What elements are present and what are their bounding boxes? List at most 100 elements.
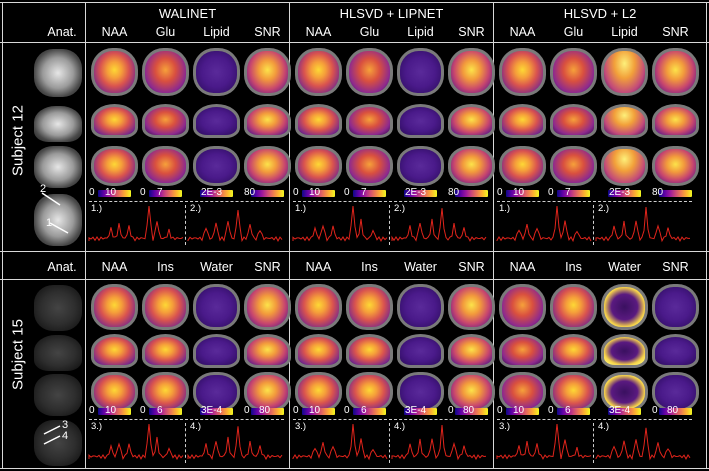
spectrum-label-s15-p1-1: 4.) <box>394 421 406 432</box>
map-s15-p2-c1-r1 <box>550 334 597 368</box>
spectrum-label-s12-p1-1: 2.) <box>394 203 406 214</box>
colorbar-s12-p0-c3 <box>251 190 284 197</box>
metabolite-header-lipid: Lipid <box>203 25 230 39</box>
map-s12-p2-c3-r2 <box>652 146 699 186</box>
map-s12-p1-c0-r2 <box>295 146 342 186</box>
metabolite-header-glu: Glu <box>155 25 176 39</box>
map-s15-p0-c0-r0 <box>91 284 138 330</box>
map-s12-p1-c3-r0 <box>448 48 495 96</box>
spectrum-trace-s15-p1-1 <box>391 425 487 461</box>
map-s12-p2-c2-r1 <box>601 104 648 138</box>
spectrum-trace-s15-p0-0 <box>88 423 184 461</box>
map-s12-p0-c2-r0 <box>193 48 240 96</box>
scale-label-s12-5: 80 <box>652 187 664 198</box>
map-s15-p1-c2-r1 <box>397 334 444 368</box>
map-s15-p0-c0-r1 <box>91 334 138 368</box>
map-s15-p0-c3-r0 <box>244 284 291 330</box>
scale-label-s12-3: 7 <box>157 187 163 198</box>
colorbar-s12-p0-c1 <box>149 190 182 197</box>
spectrum-divider-s12-p2 <box>593 205 594 245</box>
spectrum-label-s15-p1-0: 3.) <box>295 421 307 432</box>
metabolite-header-glu: Glu <box>359 25 380 39</box>
map-s12-p0-c3-r1 <box>244 104 291 138</box>
map-s15-p0-c3-r1 <box>244 334 291 368</box>
spectrum-trace-s12-p2-1 <box>595 207 690 243</box>
scale-label-s12-4: 2E-3 <box>609 187 631 198</box>
anat-header-15: Anat. <box>47 260 77 274</box>
metabolite-header-snr: SNR <box>458 260 485 274</box>
map-s12-p0-c0-r0 <box>91 48 138 96</box>
anat-axial2-12 <box>34 194 82 246</box>
map-s15-p0-c1-r1 <box>142 334 189 368</box>
anat-axial-12 <box>34 49 82 97</box>
anat-header-12: Anat. <box>47 25 77 39</box>
dotted-sep-s15-p1 <box>293 419 488 420</box>
scale-label-s15-6: 80 <box>259 405 271 416</box>
metabolite-header-water: Water <box>200 260 233 274</box>
anat-sagittal-12 <box>34 106 82 142</box>
scale-label-s15-4: 3E-4 <box>609 405 631 416</box>
metabolite-header-snr: SNR <box>662 260 689 274</box>
spectrum-label-s15-p2-1: 4.) <box>598 421 610 432</box>
colorbar-s15-p0-c2 <box>200 408 233 415</box>
metabolite-header-water: Water <box>404 260 437 274</box>
map-s15-p2-c3-r1 <box>652 334 699 368</box>
colorbar-s12-p1-c3 <box>455 190 488 197</box>
header-underline-bottom <box>0 279 709 280</box>
map-s15-p0-c2-r0 <box>193 284 240 330</box>
colorbar-s12-p2-c2 <box>608 190 641 197</box>
map-s12-p1-c2-r0 <box>397 48 444 96</box>
colorbar-s15-p1-c1 <box>353 408 386 415</box>
map-s15-p1-c0-r1 <box>295 334 342 368</box>
map-s15-p1-c0-r0 <box>295 284 342 330</box>
marker-1: 1 <box>46 217 53 229</box>
method-title-lipnet: HLSVD + LIPNET <box>339 6 444 21</box>
left-border <box>2 2 3 468</box>
marker-3: 3 <box>62 419 69 431</box>
map-s12-p0-c1-r2 <box>142 146 189 186</box>
map-s15-p0-c1-r0 <box>142 284 189 330</box>
map-s12-p2-c0-r1 <box>499 104 546 138</box>
spectrum-trace-s12-p1-1 <box>391 208 487 242</box>
top-border <box>0 2 709 3</box>
spectrum-trace-s12-p0-1 <box>187 209 283 243</box>
scale-label-s15-4: 3E-4 <box>405 405 427 416</box>
map-s12-p2-c0-r0 <box>499 48 546 96</box>
metabolite-header-ins: Ins <box>361 260 378 274</box>
scale-label-s12-4: 2E-3 <box>405 187 427 198</box>
map-s12-p1-c2-r2 <box>397 146 444 186</box>
spectrum-trace-s15-p0-1 <box>187 426 283 461</box>
map-s15-p2-c2-r2 <box>601 372 648 412</box>
map-s12-p1-c1-r2 <box>346 146 393 186</box>
colorbar-s12-p1-c1 <box>353 190 386 197</box>
map-s12-p1-c1-r1 <box>346 104 393 138</box>
dotted-sep-s12-p1 <box>293 201 488 202</box>
metabolite-header-lipid: Lipid <box>407 25 434 39</box>
map-s12-p2-c2-r2 <box>601 146 648 186</box>
scale-label-s15-1: 10 <box>105 405 117 416</box>
spectrum-label-s12-p0-1: 2.) <box>190 203 202 214</box>
colorbar-s15-p0-c3 <box>251 408 284 415</box>
map-s12-p0-c1-r0 <box>142 48 189 96</box>
map-s12-p2-c2-r0 <box>601 48 648 96</box>
scale-label-s15-4: 3E-4 <box>201 405 223 416</box>
map-s12-p1-c0-r0 <box>295 48 342 96</box>
spectrum-trace-s12-p0-0 <box>88 205 184 242</box>
scale-label-s12-5: 80 <box>448 187 460 198</box>
map-s12-p0-c1-r1 <box>142 104 189 138</box>
spectrum-divider-s15-p0 <box>185 423 186 463</box>
map-s12-p0-c0-r2 <box>91 146 138 186</box>
scale-label-s15-1: 10 <box>309 405 321 416</box>
header-underline-top <box>0 42 709 43</box>
map-s15-p2-c2-r0 <box>601 284 648 330</box>
map-s15-p2-c0-r1 <box>499 334 546 368</box>
spectrum-label-s15-p0-0: 3.) <box>91 421 103 432</box>
colorbar-s12-p2-c1 <box>557 190 590 197</box>
spectrum-trace-s15-p2-0 <box>496 423 592 460</box>
metabolite-header-snr: SNR <box>662 25 689 39</box>
anat-coronal-15 <box>34 374 82 416</box>
map-s12-p0-c3-r0 <box>244 48 291 96</box>
marker-arrows-15 <box>43 425 61 445</box>
scale-label-s15-5: 0 <box>244 405 250 416</box>
spectrum-label-s12-p2-0: 1.) <box>499 203 511 214</box>
